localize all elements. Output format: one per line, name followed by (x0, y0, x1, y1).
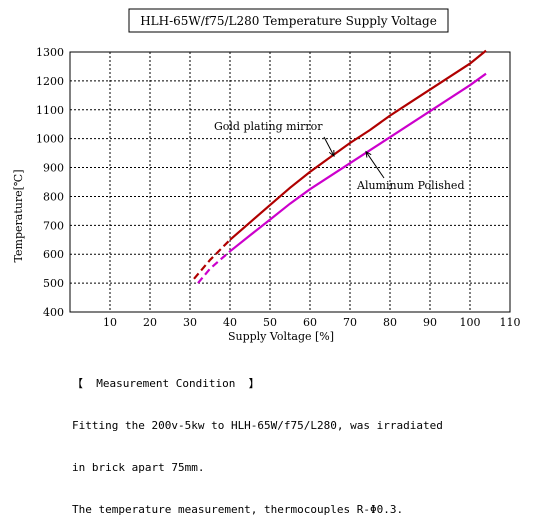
x-tick-label: 50 (263, 316, 277, 329)
y-tick-label: 700 (43, 219, 64, 232)
x-tick-label: 60 (303, 316, 317, 329)
x-tick-label: 40 (223, 316, 237, 329)
x-tick-label: 90 (423, 316, 437, 329)
x-tick-label: 70 (343, 316, 357, 329)
x-tick-label: 20 (143, 316, 157, 329)
y-axis-ticks: 400 500 600 700 800 900 1000 1100 1200 1300 (36, 46, 64, 319)
y-tick-label: 1300 (36, 46, 64, 59)
x-axis-ticks: 10 20 30 40 50 60 70 80 90 100 110 (103, 316, 521, 329)
plot-frame (69, 51, 511, 313)
series-line-aluminum-polished (229, 72, 487, 253)
y-tick-label: 800 (43, 190, 64, 203)
y-axis-label: Temperature[℃] (12, 170, 25, 263)
x-tick-label: 80 (383, 316, 397, 329)
grid-lines (70, 52, 510, 312)
y-tick-label: 400 (43, 306, 64, 319)
measurement-notes: 【 Measurement Condition 】 Fitting the 20… (72, 349, 542, 531)
series-line-gold-plating-mirror-dashed (193, 239, 231, 280)
x-tick-label: 10 (103, 316, 117, 329)
series-line-gold-plating-mirror (229, 49, 487, 241)
annotation-gold-label: Gold plating mirror (214, 120, 323, 133)
series-line-aluminum-polished-dashed (197, 250, 231, 284)
notes-line-3: The temperature measurement, thermocoupl… (72, 503, 404, 516)
series-lines (193, 49, 487, 284)
x-tick-label: 110 (500, 316, 521, 329)
annotation-gold: Gold plating mirror (214, 120, 335, 158)
annotation-aluminum: Aluminum Polished (356, 150, 465, 192)
chart-title-box (128, 8, 449, 33)
notes-heading: 【 Measurement Condition 】 (72, 377, 260, 390)
y-tick-label: 900 (43, 162, 64, 175)
y-tick-label: 1200 (36, 75, 64, 88)
x-tick-label: 100 (460, 316, 481, 329)
x-axis-label: Supply Voltage [%] (228, 330, 334, 343)
y-tick-label: 1000 (36, 133, 64, 146)
y-tick-label: 500 (43, 277, 64, 290)
notes-line-2: in brick apart 75mm. (72, 461, 205, 474)
annotation-aluminum-label: Aluminum Polished (356, 179, 465, 192)
annotation-aluminum-arrow (365, 150, 385, 179)
temperature-chart: HLH-65W/f75/L280 Temperature Supply Volt… (12, 8, 521, 343)
x-tick-label: 30 (183, 316, 197, 329)
y-tick-label: 600 (43, 248, 64, 261)
chart-title: HLH-65W/f75/L280 Temperature Supply Volt… (140, 14, 437, 28)
notes-line-1: Fitting the 200v-5kw to HLH-65W/f75/L280… (72, 419, 443, 432)
annotation-gold-arrow (323, 136, 335, 158)
y-tick-label: 1100 (36, 104, 64, 117)
